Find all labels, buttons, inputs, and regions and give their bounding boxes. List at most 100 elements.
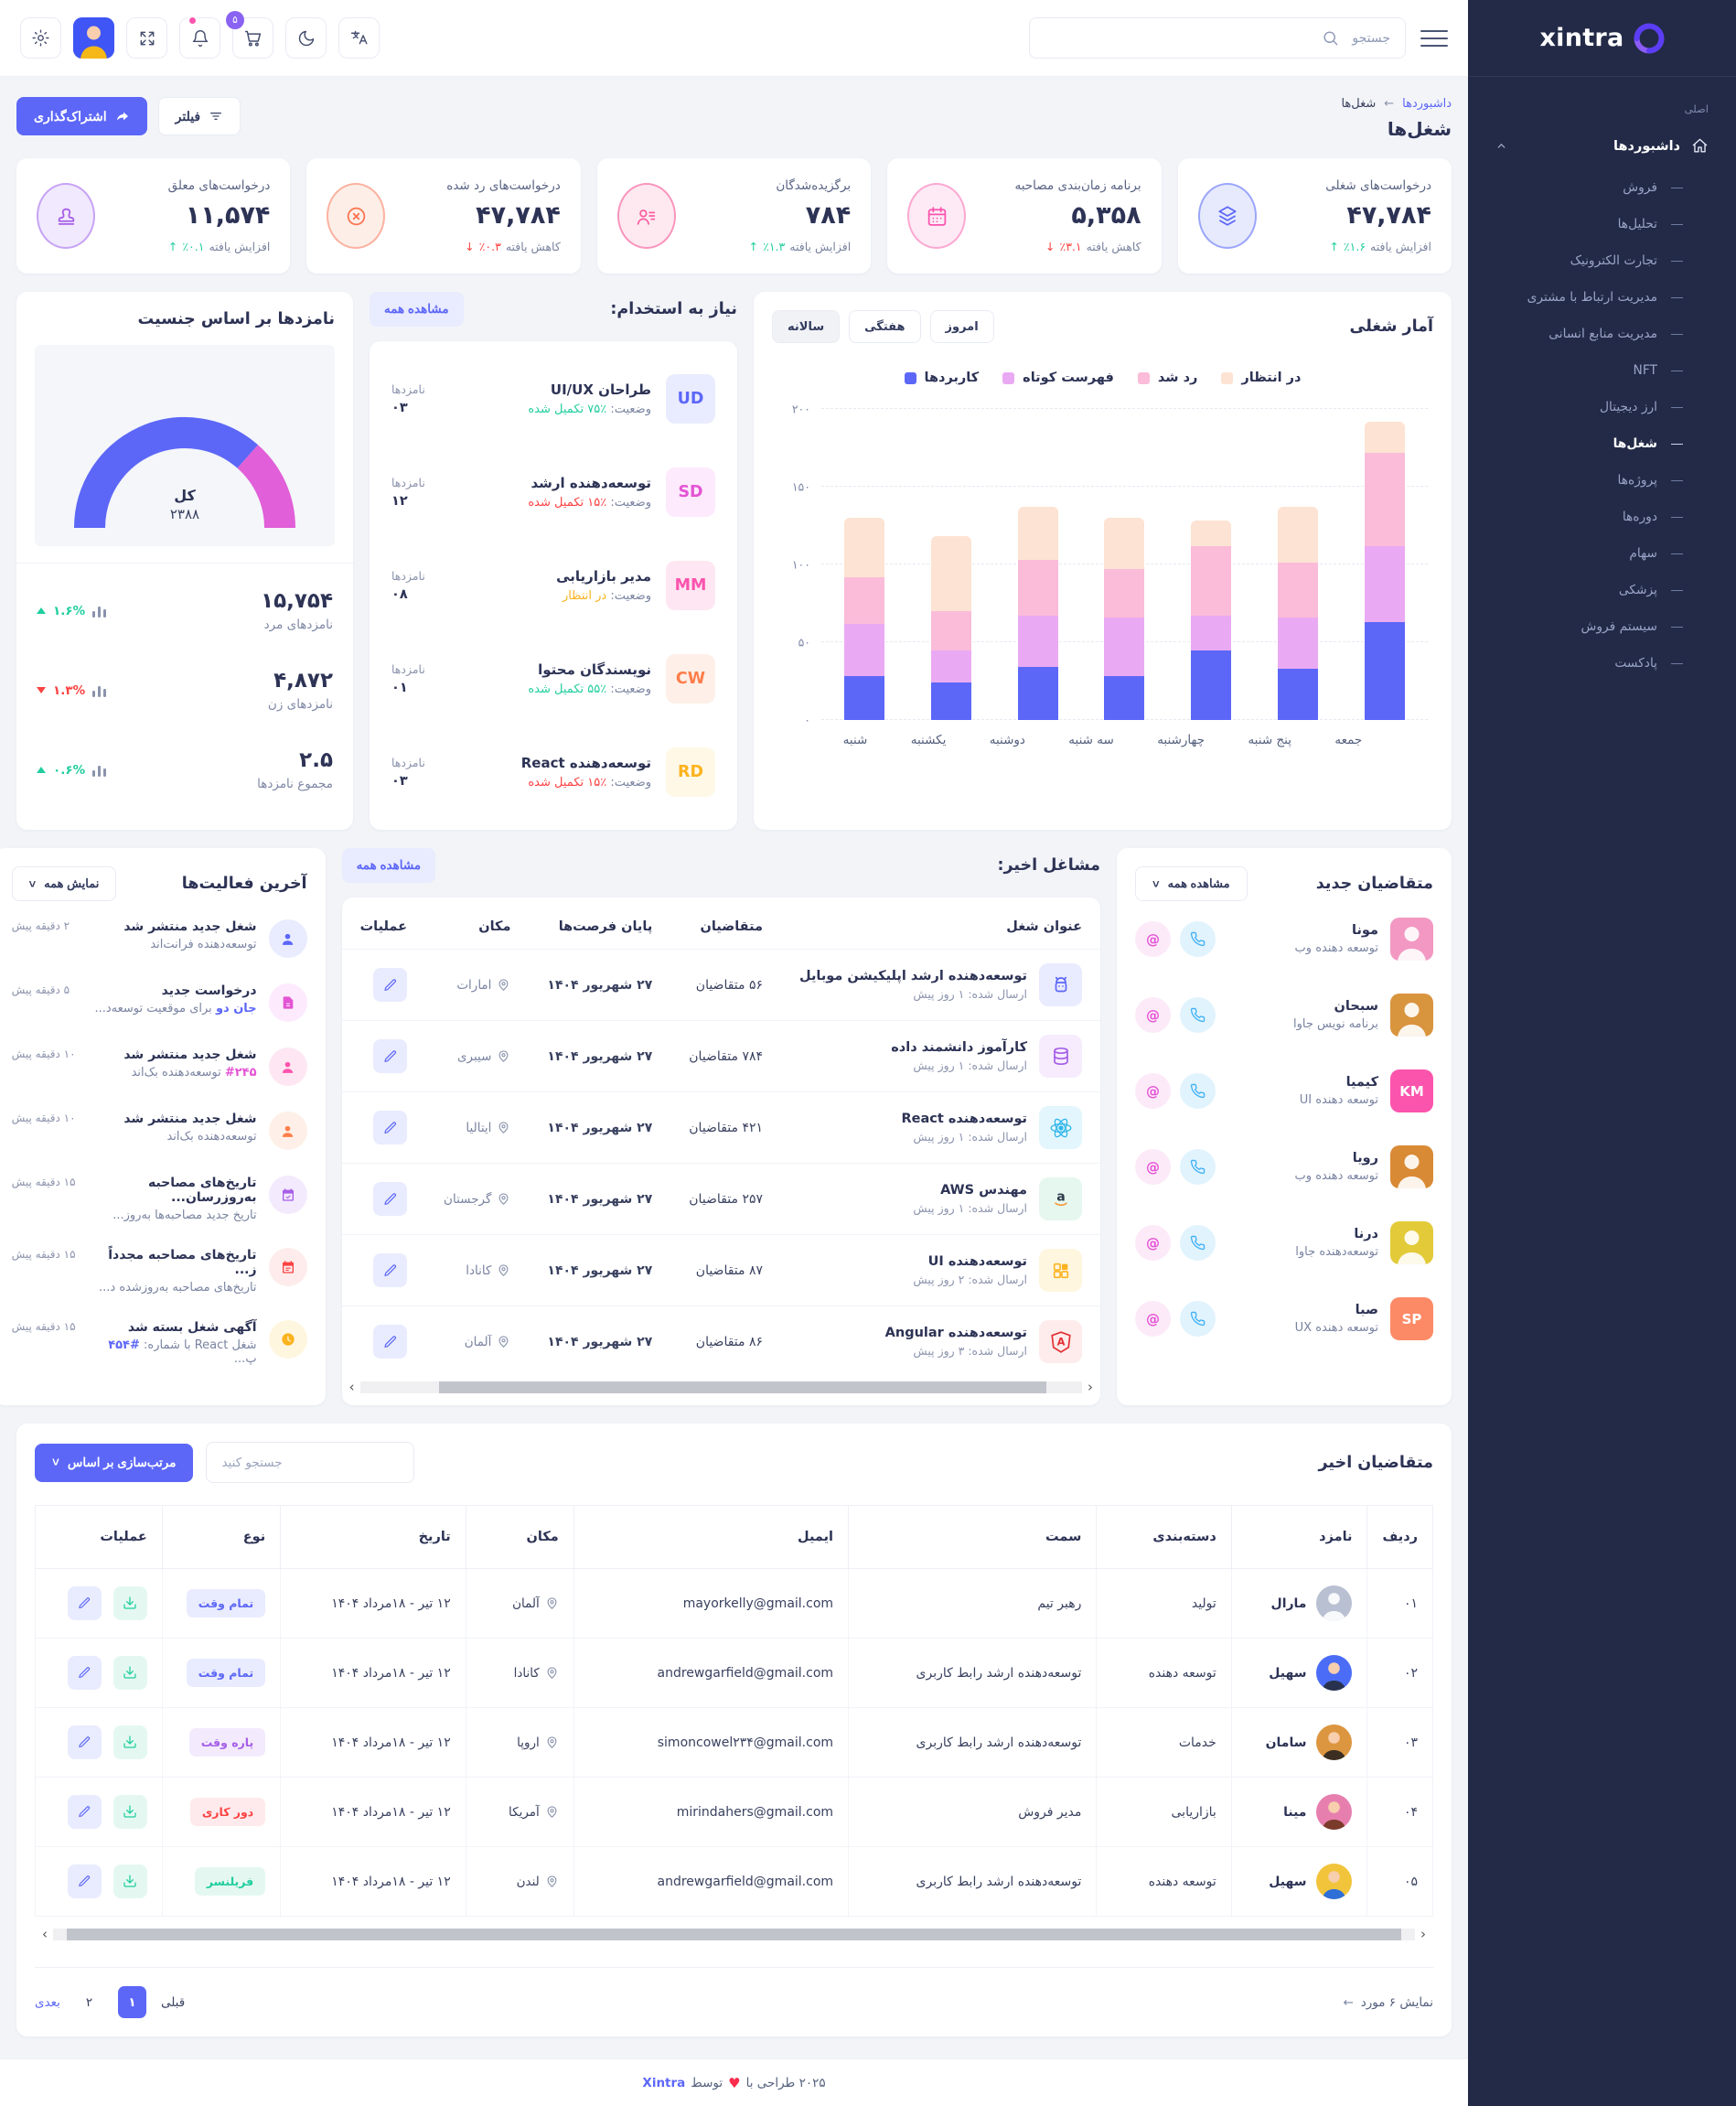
hiring-row[interactable]: RD توسعه‌دهنده React وضعیت: ٪۱۵ تکمیل شد… [391, 725, 715, 819]
edit-button[interactable] [68, 1586, 102, 1621]
scroll-left-icon[interactable]: ‹ [348, 1379, 355, 1395]
stat-card-rejected[interactable]: درخواست‌های رد شده ۴۷,۷۸۴ کاهش یافته ٪۰.۳… [306, 158, 581, 274]
sidebar-item-stocks[interactable]: سهام [1468, 535, 1736, 572]
sort-button[interactable]: مرتب‌سازی بر اساس ˅ [35, 1443, 194, 1482]
horizontal-scrollbar[interactable]: ‹ › [342, 1377, 1100, 1396]
sidebar-item-sales[interactable]: فروش [1468, 169, 1736, 206]
download-button[interactable] [113, 1864, 147, 1898]
activity-row[interactable]: شغل جدید منتشر شد #۲۴۵ توسعه‌دهنده بک‌اند… [12, 1035, 307, 1099]
applicant-row[interactable]: رویا توسعه دهنده وب @ [1135, 1129, 1433, 1205]
menu-toggle-icon[interactable] [1420, 25, 1448, 52]
applicant-row[interactable]: سبحان برنامه نویس جاوا @ [1135, 977, 1433, 1053]
pagination-page-1[interactable]: ۱ [117, 1986, 146, 2018]
stat-card-job-applications[interactable]: درخواست‌های شغلی ۴۷,۷۸۴ افزایش یافته ٪۱.۶… [1177, 158, 1452, 274]
sidebar-item-projects[interactable]: پروژه‌ها [1468, 462, 1736, 499]
applicant-row[interactable]: SP صبا توسعه دهنده UX @ [1135, 1281, 1433, 1357]
edit-button[interactable] [68, 1656, 102, 1691]
sidebar-item-ecommerce[interactable]: تجارت الکترونیک [1468, 242, 1736, 279]
search-input[interactable] [1030, 18, 1405, 58]
activity-row[interactable]: آگهی شغل بسته شد شغل React با شماره: #۴۵۴… [12, 1307, 307, 1379]
edit-button[interactable] [68, 1725, 102, 1760]
legend-shortlist[interactable]: فهرست کوتاه [1002, 371, 1114, 385]
applicants-view-all-button[interactable]: مشاهده همه ˅ [1135, 866, 1248, 901]
sidebar-item-nft[interactable]: NFT [1468, 352, 1736, 389]
legend-pending[interactable]: در انتظار [1221, 371, 1301, 385]
jobs-view-all-button[interactable]: مشاهده همه [341, 848, 436, 883]
table-row[interactable]: ۰۱ مارال تولید رهبر تیم mayorkelly@gmail… [35, 1568, 1433, 1639]
sidebar-item-crm[interactable]: مدیریت ارتباط با مشتری [1468, 279, 1736, 316]
job-row[interactable]: A توسعه‌دهنده Angular ارسال شده: ۳ روز پی… [341, 1306, 1100, 1377]
table-row[interactable]: ۰۳ سامان خدمات توسعه‌دهنده ارشد رابط کار… [35, 1707, 1433, 1778]
email-button[interactable]: @ [1135, 1149, 1171, 1185]
language-button[interactable] [338, 17, 380, 59]
dark-mode-button[interactable] [285, 17, 327, 59]
email-button[interactable]: @ [1135, 997, 1171, 1033]
edit-button[interactable] [68, 1795, 102, 1830]
applicant-row[interactable]: درنا توسعه‌دهنده جاوا @ [1135, 1205, 1433, 1281]
fullscreen-button[interactable] [126, 17, 167, 59]
sidebar-item-dashboards[interactable]: داشبوردها [1468, 126, 1736, 166]
edit-button[interactable] [68, 1864, 102, 1899]
call-button[interactable] [1180, 997, 1216, 1033]
pagination-page-2[interactable]: ۲ [85, 1994, 93, 2010]
hiring-row[interactable]: CW نویسندگان محتوا وضعیت: ٪۵۵ تکمیل شده … [391, 632, 715, 725]
legend-rejected[interactable]: رد شد [1137, 371, 1197, 385]
job-row[interactable]: توسعه‌دهنده ارشد اپلیکیشن موبایل ارسال شد… [341, 949, 1100, 1021]
hiring-view-all-button[interactable]: مشاهده همه [370, 292, 464, 327]
activity-row[interactable]: شغل جدید منتشر شد توسعه‌دهنده فرانت‌اند ۲… [12, 907, 307, 971]
hiring-row[interactable]: SD توسعه‌دهنده ارشد وضعیت: ٪۱۵ تکمیل شده… [391, 446, 715, 539]
call-button[interactable] [1180, 921, 1216, 957]
legend-applications[interactable]: کاربردها [904, 371, 979, 385]
tab-weekly[interactable]: هفتگی [849, 310, 921, 343]
sidebar-item-jobs[interactable]: شغل‌ها [1468, 425, 1736, 462]
notifications-button[interactable] [179, 16, 220, 59]
sidebar-item-hrm[interactable]: مدیریت منابع انسانی [1468, 316, 1736, 352]
email-button[interactable]: @ [1135, 1073, 1171, 1109]
edit-job-button[interactable] [373, 1111, 408, 1144]
job-row[interactable]: توسعه‌دهنده React ارسال شده: ۱ روز پیش ۴۲… [341, 1091, 1100, 1164]
stat-card-shortlisted[interactable]: برگزیده‌شدگان ۷۸۴ افزایش یافته ٪۱.۳ ↑ [596, 158, 872, 274]
email-button[interactable]: @ [1135, 1225, 1171, 1261]
job-row[interactable]: توسعه‌دهنده UI ارسال شده: ۲ روز پیش ۸۷ مت… [341, 1234, 1100, 1306]
activity-row[interactable]: شغل جدید منتشر شد توسعه‌دهنده بک‌اند ۱۰ د… [12, 1099, 307, 1163]
pagination-next[interactable]: بعدی [35, 1994, 60, 2010]
hiring-row[interactable]: MM مدیر بازاریابی وضعیت: در انتظار نامزد… [391, 539, 715, 632]
call-button[interactable] [1180, 1149, 1216, 1185]
download-button[interactable] [113, 1794, 147, 1829]
edit-job-button[interactable] [373, 1253, 408, 1287]
download-button[interactable] [113, 1655, 147, 1690]
user-avatar[interactable] [73, 17, 114, 59]
tab-yearly[interactable]: سالانه [772, 310, 841, 343]
call-button[interactable] [1180, 1225, 1216, 1261]
sidebar-item-pos[interactable]: سیستم فروش [1468, 608, 1736, 645]
tab-today[interactable]: امروز [929, 310, 994, 343]
filter-button[interactable]: فیلتر [157, 97, 241, 135]
call-button[interactable] [1180, 1073, 1216, 1109]
stat-card-interview-schedule[interactable]: برنامه زمان‌بندی مصاحبه ۵,۳۵۸ کاهش یافته… [887, 158, 1162, 274]
cart-button[interactable]: ۵ [226, 11, 273, 59]
table-search-input[interactable] [207, 1443, 414, 1482]
edit-job-button[interactable] [373, 968, 408, 1002]
download-button[interactable] [113, 1585, 147, 1620]
hiring-row[interactable]: UD طراحان UI/UX وضعیت: ٪۷۵ تکمیل شده نام… [391, 352, 715, 446]
horizontal-scrollbar[interactable]: ‹ › [35, 1924, 1433, 1943]
app-logo[interactable]: xintra [1468, 0, 1736, 77]
table-row[interactable]: ۰۵ سهیل توسعه دهنده توسعه‌دهنده ارشد راب… [35, 1846, 1433, 1917]
pagination-prev[interactable]: قبلی [160, 1994, 186, 2010]
email-button[interactable]: @ [1135, 921, 1171, 957]
sidebar-item-courses[interactable]: دوره‌ها [1468, 499, 1736, 535]
stat-card-pending[interactable]: درخواست‌های معلق ۱۱,۵۷۴ افزایش یافته ٪۰.۱… [16, 158, 291, 274]
sidebar-item-podcast[interactable]: پادکست [1468, 645, 1736, 682]
call-button[interactable] [1180, 1301, 1216, 1337]
email-button[interactable]: @ [1135, 1301, 1171, 1337]
job-row[interactable]: a مهندس AWS ارسال شده: ۱ روز پیش ۲۵۷ متقا… [341, 1163, 1100, 1235]
scroll-right-icon[interactable]: › [1088, 1379, 1093, 1395]
edit-job-button[interactable] [373, 1039, 408, 1073]
scrollbar-thumb[interactable] [66, 1929, 1402, 1940]
sidebar-item-analytics[interactable]: تحلیل‌ها [1468, 206, 1736, 242]
scroll-right-icon[interactable]: › [1420, 1926, 1426, 1942]
table-row[interactable]: ۰۲ سهیل توسعه دهنده توسعه‌دهنده ارشد راب… [35, 1638, 1433, 1708]
settings-button[interactable] [20, 17, 61, 59]
scroll-left-icon[interactable]: ‹ [42, 1926, 48, 1942]
activity-row[interactable]: تاریخ‌های مصاحبه مجدداً ز... تاریخ‌های مص… [12, 1235, 307, 1307]
